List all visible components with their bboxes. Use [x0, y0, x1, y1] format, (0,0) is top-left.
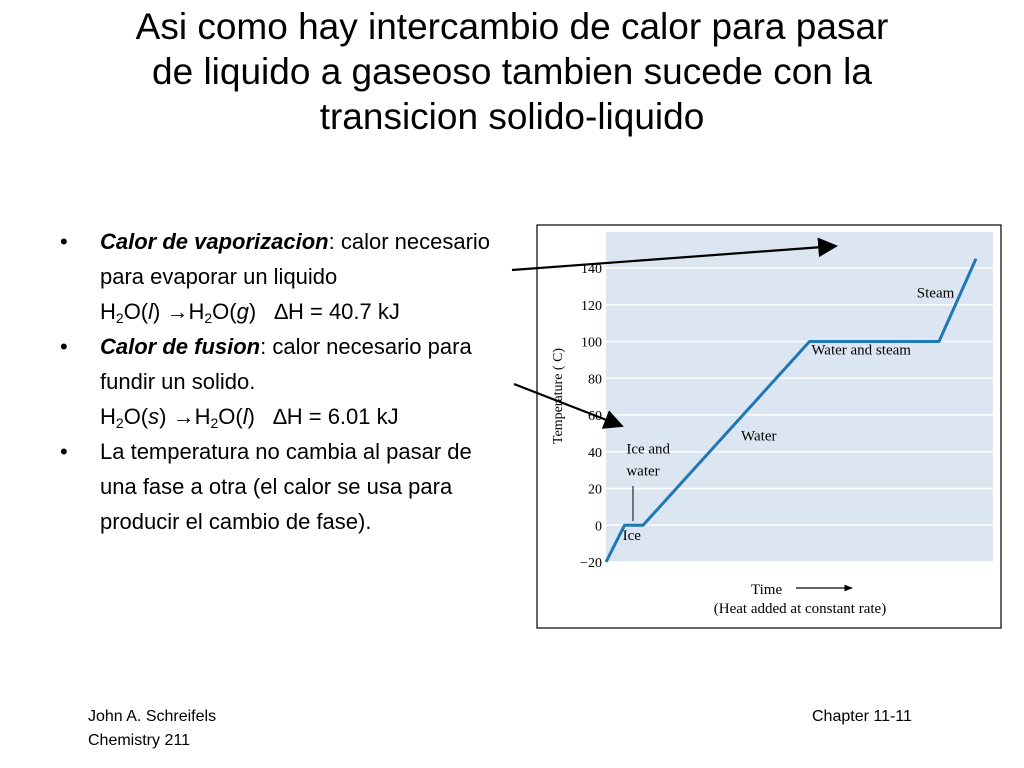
- eq-part: ) →H: [153, 299, 205, 324]
- eq-sub: 2: [115, 310, 124, 326]
- enthalpy-value: ∆H = 6.01 kJ: [273, 404, 399, 429]
- equation-fusion: H2O(s) →H2O(l) ∆H = 6.01 kJ: [60, 399, 512, 434]
- y-tick-label: 100: [581, 336, 602, 351]
- eq-part: H: [100, 299, 116, 324]
- eq-part: ): [247, 404, 255, 429]
- eq-sub: 2: [210, 415, 219, 431]
- slide-title: Asi como hay intercambio de calor para p…: [60, 4, 964, 139]
- x-axis-label: Time: [751, 582, 782, 598]
- eq-part: ): [248, 299, 257, 324]
- footer-left: John A. Schreifels Chemistry 211: [88, 705, 216, 753]
- vaporization-pointer-arrow: [511, 237, 838, 272]
- y-tick-label: 120: [581, 299, 602, 314]
- bullet-text: La temperatura no cambia al pasar de una…: [100, 439, 472, 534]
- bullet-text: : calor necesario para evaporar un liqui…: [100, 229, 491, 289]
- y-tick-label: 20: [588, 483, 602, 498]
- bullet-list: • Calor de vaporizacion: calor necesario…: [60, 224, 512, 539]
- footer-author: John A. Schreifels: [88, 708, 217, 725]
- x-axis-sublabel: (Heat added at constant rate): [714, 601, 886, 617]
- enthalpy-value: ∆H = 40.7 kJ: [274, 299, 400, 324]
- eq-phase: l: [242, 404, 248, 429]
- eq-part: ) →H: [159, 404, 211, 429]
- phase-label: Steam: [917, 285, 955, 301]
- phase-label: water: [626, 464, 659, 480]
- y-tick-label: 140: [581, 262, 602, 277]
- bullet-temperature: • La temperatura no cambia al pasar de u…: [60, 434, 512, 539]
- grid-lines: [606, 267, 993, 563]
- phase-label: Water: [741, 429, 776, 445]
- phase-label: Ice and: [626, 442, 670, 458]
- eq-sub: 2: [204, 310, 213, 326]
- footer-course: Chemistry 211: [88, 732, 190, 749]
- bullet-fusion: • Calor de fusion: calor necesario para …: [60, 329, 512, 399]
- eq-phase: g: [236, 299, 249, 324]
- eq-part: O(: [123, 299, 149, 324]
- y-tick-labels: −20020406080100120140: [580, 262, 602, 571]
- bullet-dot: •: [60, 334, 68, 359]
- y-tick-label: 0: [595, 519, 602, 534]
- title-line-1: Asi como hay intercambio de calor para p…: [135, 6, 889, 47]
- title-line-3: transicion solido-liquido: [319, 96, 705, 137]
- y-tick-label: 80: [588, 372, 602, 387]
- bullet-text: : calor necesario para fundir un solido.: [100, 334, 472, 394]
- phase-label: Water and steam: [811, 342, 911, 358]
- equation-vaporization: H2O(l) →H2O(g) ∆H = 40.7 kJ: [60, 294, 512, 329]
- bullet-dot: •: [60, 229, 68, 254]
- eq-part: O(: [212, 299, 237, 324]
- eq-part: O(: [218, 404, 243, 429]
- fusion-pointer-arrow: [513, 382, 624, 429]
- y-tick-label: 40: [588, 446, 602, 461]
- bullet-lead: Calor de vaporizacion: [100, 229, 329, 254]
- footer-chapter: Chapter 11-11: [812, 708, 912, 725]
- plot-background: [606, 232, 993, 562]
- y-axis-label: Temperature ( C): [551, 348, 566, 445]
- eq-phase: l: [148, 299, 154, 324]
- eq-phase: s: [148, 404, 160, 429]
- phase-annotations: Steam Water and steam Water Ice and water Ice: [623, 285, 955, 544]
- bullet-lead: Calor de fusion: [100, 334, 261, 359]
- eq-sub: 2: [115, 415, 124, 431]
- bullet-vaporization: • Calor de vaporizacion: calor necesario…: [60, 224, 512, 294]
- y-tick-label: −20: [580, 556, 602, 571]
- eq-part: H: [100, 404, 116, 429]
- title-line-2: de liquido a gaseoso tambien sucede con …: [152, 51, 872, 92]
- phase-label: Ice: [623, 528, 642, 544]
- eq-part: O(: [123, 404, 149, 429]
- temperature-line: [604, 258, 978, 563]
- bullet-dot: •: [60, 439, 68, 464]
